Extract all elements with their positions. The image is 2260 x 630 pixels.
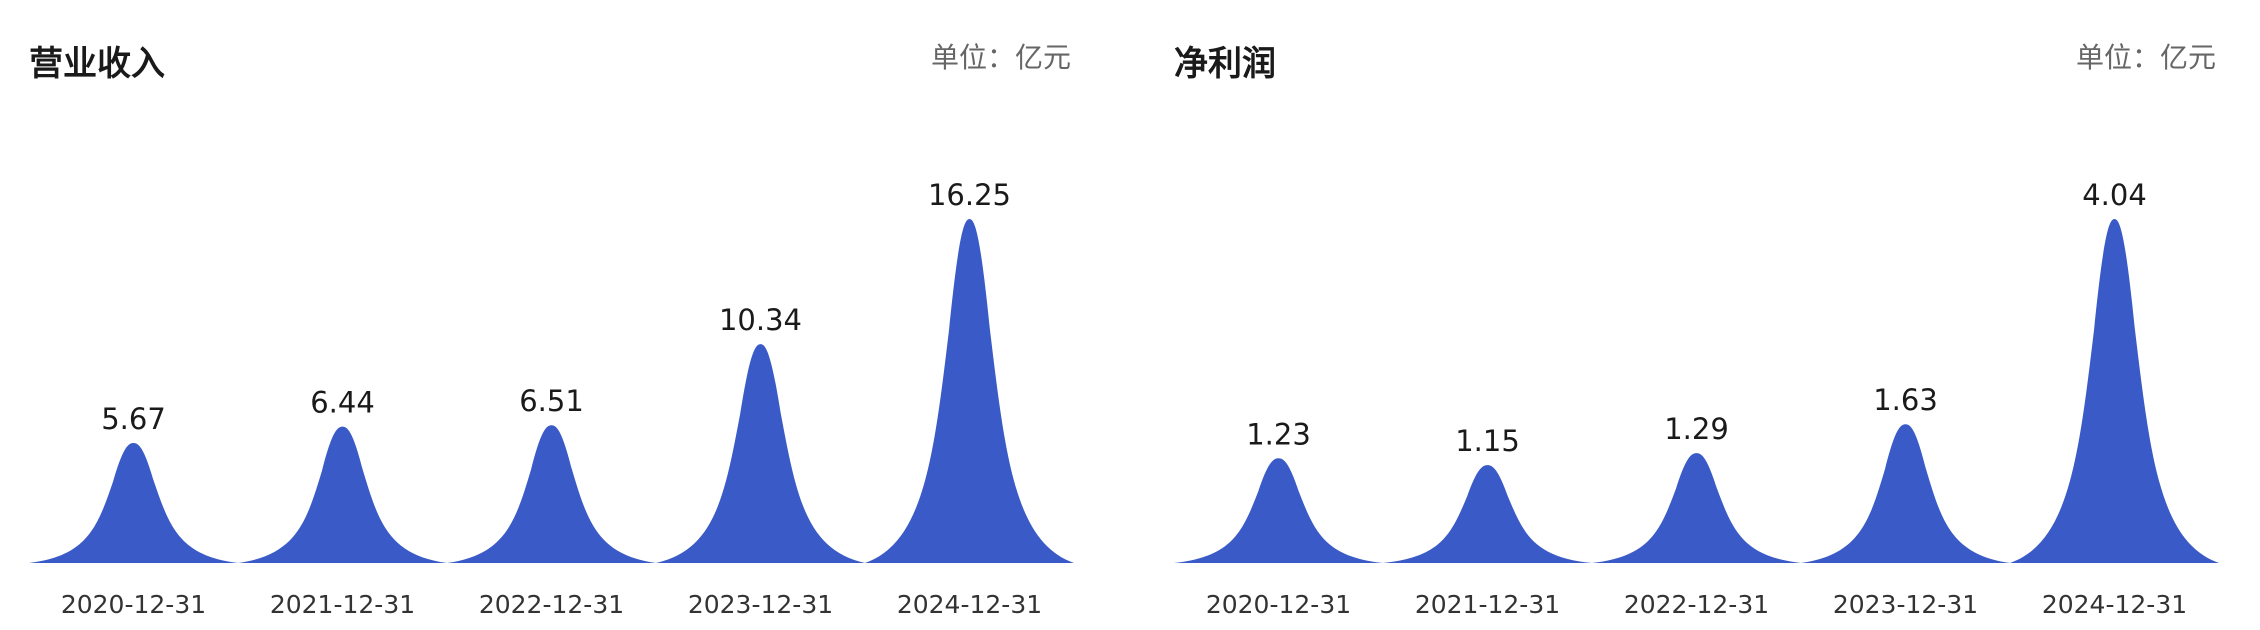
revenue-peak-4 [656,344,865,563]
net-profit-peak-4 [1801,424,2010,563]
revenue-value-label-3: 6.51 [519,384,584,418]
net-profit-peak-3 [1592,453,1801,563]
net-profit-value-label-3: 1.29 [1664,412,1729,446]
net-profit-x-tick-label-2: 2021-12-31 [1415,590,1560,619]
net-profit-x-tick-label-1: 2020-12-31 [1206,590,1351,619]
revenue-value-label-4: 10.34 [719,303,802,337]
net-profit-x-tick-label-5: 2024-12-31 [2042,590,2187,619]
revenue-value-label-5: 16.25 [928,178,1011,212]
revenue-chart-title: 营业收入 [29,44,165,84]
revenue-value-label-2: 6.44 [310,386,375,420]
revenue-plot: 5.67 2020-12-31 6.44 2021-12-31 6.51 2022-12-… [29,178,1074,619]
net-profit-value-label-1: 1.23 [1246,417,1311,451]
net-profit-peak-5 [2010,219,2219,563]
net-profit-value-label-2: 1.15 [1455,424,1520,458]
revenue-value-label-1: 5.67 [101,402,166,436]
net-profit-plot: 1.23 2020-12-31 1.15 2021-12-31 1.29 2022-12-… [1174,178,2219,619]
revenue-x-tick-label-2: 2021-12-31 [270,590,415,619]
net-profit-value-label-5: 4.04 [2082,178,2147,212]
net-profit-x-tick-label-3: 2022-12-31 [1624,590,1769,619]
net-profit-x-tick-label-4: 2023-12-31 [1833,590,1978,619]
net-profit-chart-title: 净利润 [1174,44,1276,84]
net-profit-chart-panel: 净利润 单位：亿元 1.23 2020-12-31 1.15 2021-12-31 1.… [1145,0,2235,630]
revenue-x-tick-label-3: 2022-12-31 [479,590,624,619]
revenue-peak-2 [238,426,447,563]
revenue-x-tick-label-1: 2020-12-31 [61,590,206,619]
revenue-peak-5 [865,219,1074,563]
net-profit-unit-label: 单位：亿元 [2075,41,2216,74]
revenue-unit-label: 单位：亿元 [930,41,1071,74]
net-profit-peak-2 [1383,465,1592,563]
revenue-chart-panel: 营业收入 单位：亿元 5.67 2020-12-31 6.44 2021-12-31 6… [0,0,1090,630]
revenue-peak-3 [447,425,656,563]
revenue-peak-1 [29,442,238,563]
net-profit-value-label-4: 1.63 [1873,383,1938,417]
net-profit-peak-1 [1174,458,1383,563]
revenue-x-tick-label-4: 2023-12-31 [688,590,833,619]
revenue-x-tick-label-5: 2024-12-31 [897,590,1042,619]
